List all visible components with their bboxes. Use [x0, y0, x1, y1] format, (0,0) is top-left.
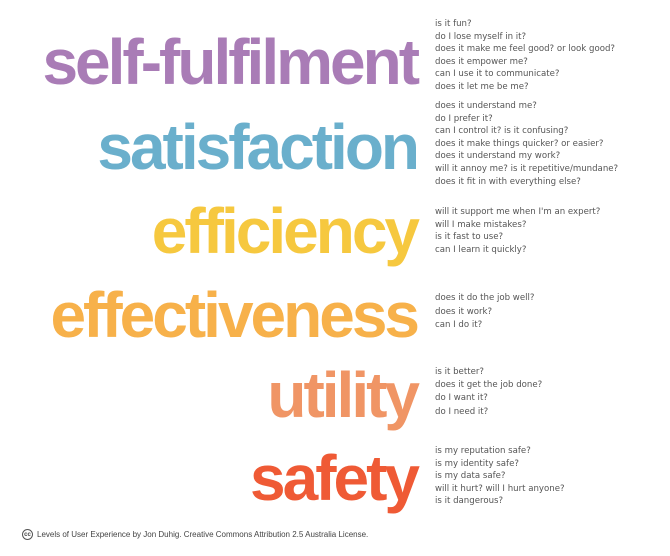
question: will it hurt? will I hurt anyone?: [435, 483, 565, 494]
level-satisfaction: satisfaction: [97, 111, 420, 183]
question: can I control it? is it confusing?: [435, 126, 569, 137]
question: do I prefer it?: [435, 113, 493, 124]
questions-utility: is it better? does it get the job done? …: [435, 366, 542, 419]
question: does it empower me?: [435, 56, 528, 67]
license-text: Levels of User Experience by Jon Duhig. …: [37, 530, 369, 539]
level-efficiency: efficiency: [151, 195, 420, 267]
questions-efficiency: will it support me when I'm an expert? w…: [435, 206, 600, 256]
question: do I need it?: [435, 406, 489, 417]
question: will it annoy me? is it repetitive/munda…: [435, 163, 619, 174]
question: is my identity safe?: [435, 458, 519, 469]
question: is it better?: [435, 367, 484, 377]
question: is it fun?: [435, 19, 472, 29]
license-footer: cc Levels of User Experience by Jon Duhi…: [22, 529, 368, 540]
question: does it do the job well?: [435, 293, 535, 303]
question: do I want it?: [435, 393, 488, 404]
question: does it get the job done?: [435, 380, 543, 391]
level-self-fulfilment: self-fulfilment: [42, 26, 420, 98]
question: does it work?: [435, 306, 493, 317]
questions-self-fulfilment: is it fun? do I lose myself in it? does …: [435, 18, 615, 94]
questions-satisfaction: does it understand me? do I prefer it? c…: [435, 100, 618, 188]
questions-effectiveness: does it do the job well? does it work? c…: [435, 292, 534, 333]
question: can I learn it quickly?: [435, 244, 527, 255]
question: does it make things quicker? or easier?: [435, 138, 604, 149]
question: is my data safe?: [435, 471, 506, 482]
question: does it understand me?: [435, 101, 537, 111]
question: will it support me when I'm an expert?: [435, 207, 601, 217]
question: will I make mistakes?: [435, 219, 527, 230]
question: can I do it?: [435, 320, 483, 330]
level-safety: safety: [250, 442, 420, 514]
question: does it make me feel good? or look good?: [435, 44, 615, 55]
question: does it let me be me?: [435, 81, 529, 92]
question: is my reputation safe?: [435, 446, 531, 456]
level-effectiveness: effectiveness: [50, 279, 420, 351]
question: is it fast to use?: [435, 232, 504, 243]
question: does it fit in with everything else?: [435, 176, 581, 187]
question: does it understand my work?: [435, 151, 561, 162]
question: do I lose myself in it?: [435, 31, 527, 42]
question: is it dangerous?: [435, 496, 504, 507]
level-utility: utility: [267, 359, 420, 431]
question: can I use it to communicate?: [435, 69, 560, 80]
creative-commons-icon: cc: [22, 529, 33, 540]
questions-safety: is my reputation safe? is my identity sa…: [435, 445, 565, 508]
